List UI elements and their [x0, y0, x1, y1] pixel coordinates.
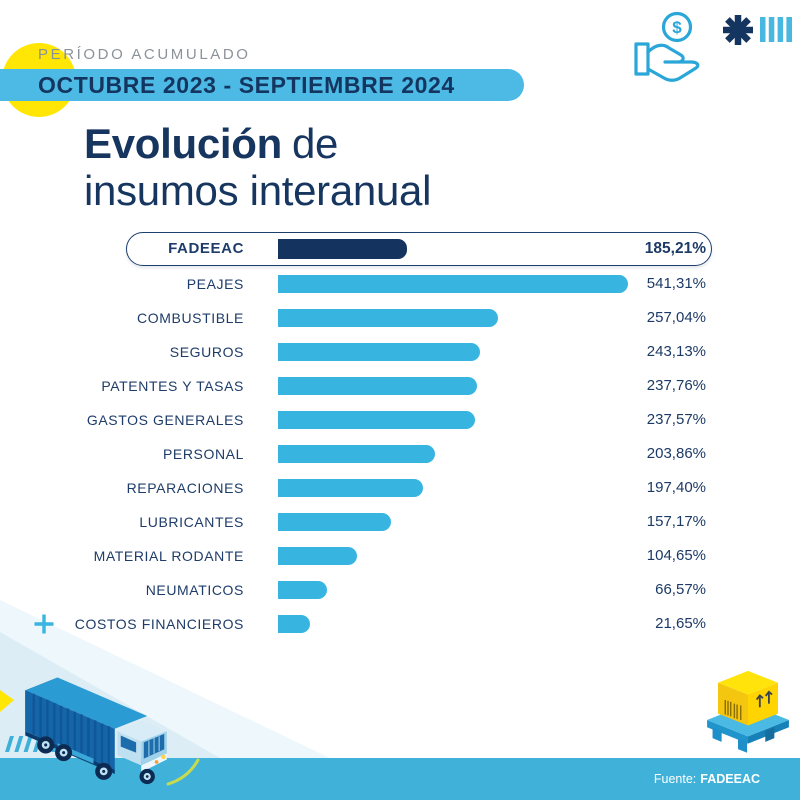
category-label: FADEEAC [168, 240, 244, 257]
value-bar [278, 479, 423, 497]
value-bar [278, 239, 407, 259]
svg-text:$: $ [672, 18, 682, 37]
value-bar [278, 581, 327, 599]
category-label: PEAJES [186, 276, 244, 292]
asterisk-icon [723, 15, 753, 45]
value-bar [278, 615, 310, 633]
chart-row: FADEEAC 185,21% [0, 232, 800, 266]
value-label: 203,86% [646, 445, 706, 462]
value-bar [278, 445, 435, 463]
fragile-arrows-icon [755, 690, 773, 708]
value-label: 257,04% [646, 309, 706, 326]
source-prefix: Fuente: [653, 772, 697, 786]
category-label: GASTOS GENERALES [86, 412, 244, 428]
chart-row: SEGUROS 243,13% [0, 335, 800, 369]
category-label: PERSONAL [162, 446, 244, 462]
chart-title: Evolución de insumos interanual [84, 120, 431, 214]
value-bar [278, 275, 628, 293]
value-label: 104,65% [646, 547, 706, 564]
source-name: FADEEAC [700, 772, 760, 786]
chart-row: LUBRICANTES 157,17% [0, 505, 800, 539]
truck-wheels [37, 736, 113, 780]
category-label: SEGUROS [169, 344, 244, 360]
value-label: 541,31% [646, 275, 706, 292]
chart-row: COSTOS FINANCIEROS 21,65% [0, 607, 800, 641]
chart-row: REPARACIONES 197,40% [0, 471, 800, 505]
value-label: 237,76% [646, 377, 706, 394]
value-label: 66,57% [655, 581, 706, 598]
header-icons: $ [632, 6, 793, 86]
title-emphasis: Evolución [84, 120, 282, 167]
value-label: 185,21% [644, 240, 706, 257]
category-label: REPARACIONES [126, 480, 244, 496]
category-label: LUBRICANTES [139, 514, 244, 530]
value-label: 243,13% [646, 343, 706, 360]
tally-bars-icon [760, 17, 793, 42]
chart-row: NEUMATICOS 66,57% [0, 573, 800, 607]
value-bar [278, 309, 498, 327]
period-label: PERÍODO ACUMULADO [38, 46, 251, 63]
chart-row: GASTOS GENERALES 237,57% [0, 403, 800, 437]
value-label: 157,17% [646, 513, 706, 530]
period-range-text: OCTUBRE 2023 - SEPTIEMBRE 2024 [38, 71, 455, 98]
value-label: 197,40% [646, 479, 706, 496]
value-label: 237,57% [646, 411, 706, 428]
value-bar [278, 343, 480, 361]
plus-icon [33, 613, 55, 635]
category-label: PATENTES Y TASAS [101, 378, 244, 394]
value-bar [278, 411, 475, 429]
title-rest: de [292, 120, 339, 167]
value-bar [278, 547, 357, 565]
highlight-pill [126, 232, 712, 266]
barcode-icon [724, 700, 742, 720]
category-label: MATERIAL RODANTE [93, 548, 244, 564]
chart-row: MATERIAL RODANTE 104,65% [0, 539, 800, 573]
chart-row: COMBUSTIBLE 257,04% [0, 301, 800, 335]
value-label: 21,65% [655, 615, 706, 632]
cargo-box-illustration [707, 670, 789, 753]
source-credit: Fuente: FADEEAC [654, 772, 760, 786]
truck-illustration [25, 677, 167, 785]
category-label: COMBUSTIBLE [137, 310, 244, 326]
footer-strip [0, 758, 800, 800]
value-bar [278, 377, 477, 395]
hand-coin-icon: $ [634, 11, 700, 82]
chart-row: PERSONAL 203,86% [0, 437, 800, 471]
chart-row: PEAJES 541,31% [0, 267, 800, 301]
chart-row: PATENTES Y TASAS 237,76% [0, 369, 800, 403]
category-label: COSTOS FINANCIEROS [74, 616, 244, 632]
category-label: NEUMATICOS [145, 582, 244, 598]
title-line2: insumos interanual [84, 167, 432, 214]
value-bar [278, 513, 391, 531]
period-banner: OCTUBRE 2023 - SEPTIEMBRE 2024 [0, 69, 524, 101]
